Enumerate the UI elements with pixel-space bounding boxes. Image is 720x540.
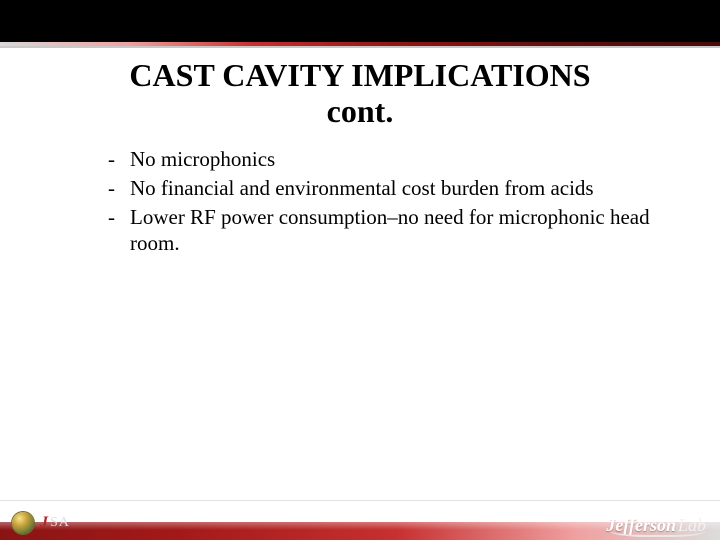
list-item: No microphonics <box>108 146 660 172</box>
jsa-s: S <box>50 515 59 531</box>
bullet-text: No microphonics <box>130 147 275 171</box>
title-line-2: cont. <box>327 93 394 129</box>
bullet-text: No financial and environmental cost burd… <box>130 176 594 200</box>
jefferson-lab-logo: Jefferson Lab <box>606 515 706 536</box>
content-area: CAST CAVITY IMPLICATIONS cont. No microp… <box>0 48 720 500</box>
jsa-a: A <box>59 515 70 531</box>
list-item: Lower RF power consumption–no need for m… <box>108 204 660 257</box>
bullet-list: No microphonics No financial and environ… <box>60 146 660 257</box>
bullet-text: Lower RF power consumption–no need for m… <box>130 205 650 255</box>
footer: JSA Jefferson Lab <box>0 500 720 540</box>
title-line-1: CAST CAVITY IMPLICATIONS <box>129 57 590 93</box>
slide: CAST CAVITY IMPLICATIONS cont. No microp… <box>0 0 720 540</box>
slide-title: CAST CAVITY IMPLICATIONS cont. <box>60 58 660 130</box>
list-item: No financial and environmental cost burd… <box>108 175 660 201</box>
doe-seal-icon <box>12 512 34 534</box>
footer-left-logos: JSA <box>12 512 70 534</box>
jsa-logo: JSA <box>40 514 70 532</box>
top-black-band <box>0 0 720 42</box>
jsa-j: J <box>40 514 49 532</box>
